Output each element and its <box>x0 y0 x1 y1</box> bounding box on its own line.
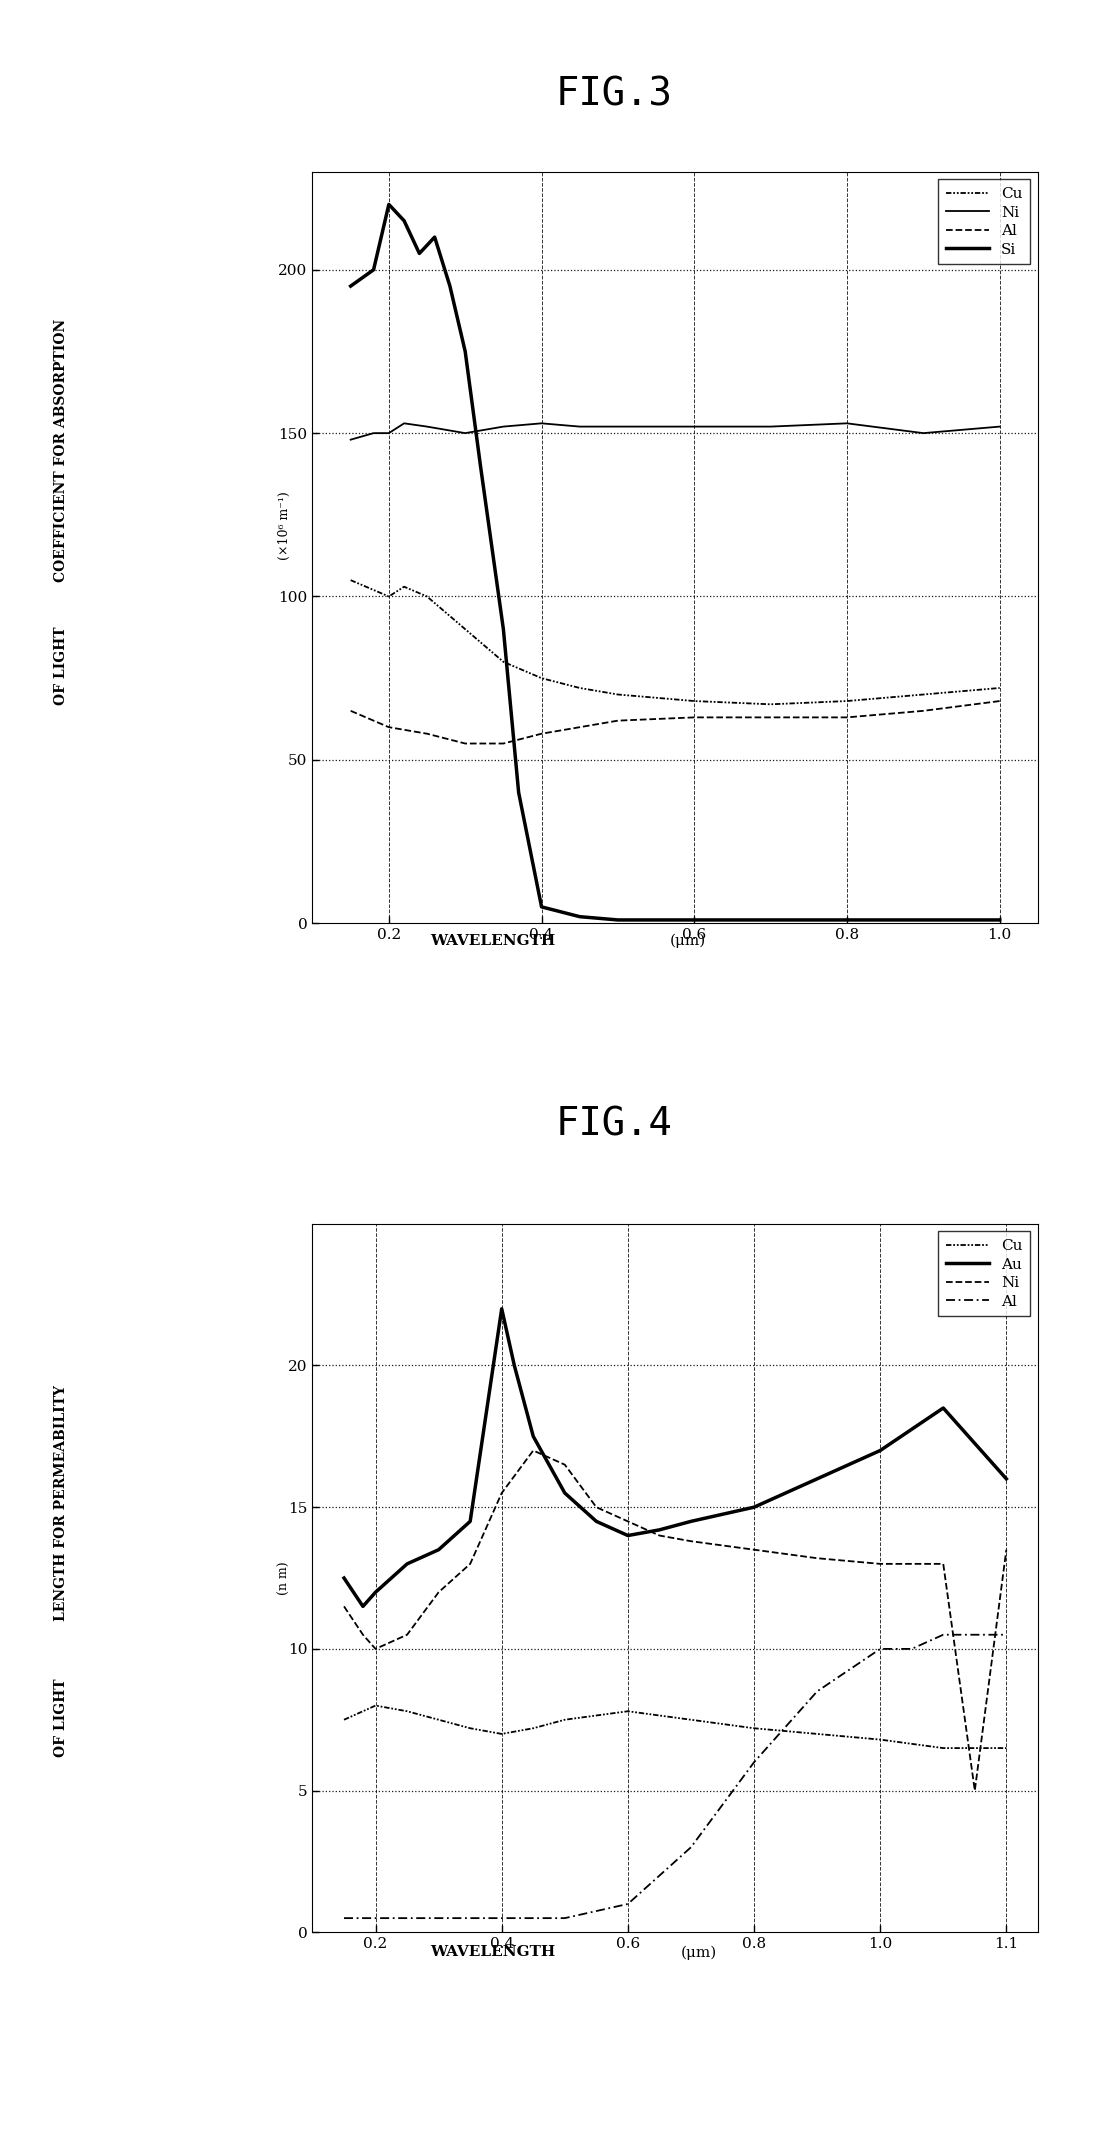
Text: WAVELENGTH: WAVELENGTH <box>430 1945 555 1960</box>
Text: OF LIGHT: OF LIGHT <box>55 627 68 704</box>
Text: OF LIGHT: OF LIGHT <box>55 1679 68 1756</box>
Text: FIG.3: FIG.3 <box>556 75 672 114</box>
Text: COEFFICIENT FOR ABSORPTION: COEFFICIENT FOR ABSORPTION <box>55 320 68 582</box>
Legend: Cu, Ni, Al, Si: Cu, Ni, Al, Si <box>939 180 1030 264</box>
Text: (×10⁶ m⁻¹): (×10⁶ m⁻¹) <box>278 492 291 560</box>
Text: (n m): (n m) <box>278 1561 291 1595</box>
Legend: Cu, Au, Ni, Al: Cu, Au, Ni, Al <box>939 1232 1030 1316</box>
Text: FIG.4: FIG.4 <box>556 1106 672 1144</box>
Text: (μm): (μm) <box>670 934 705 949</box>
Text: LENGTH FOR PERMEABILITY: LENGTH FOR PERMEABILITY <box>55 1385 68 1621</box>
Text: (μm): (μm) <box>681 1945 716 1960</box>
Text: WAVELENGTH: WAVELENGTH <box>430 934 555 949</box>
